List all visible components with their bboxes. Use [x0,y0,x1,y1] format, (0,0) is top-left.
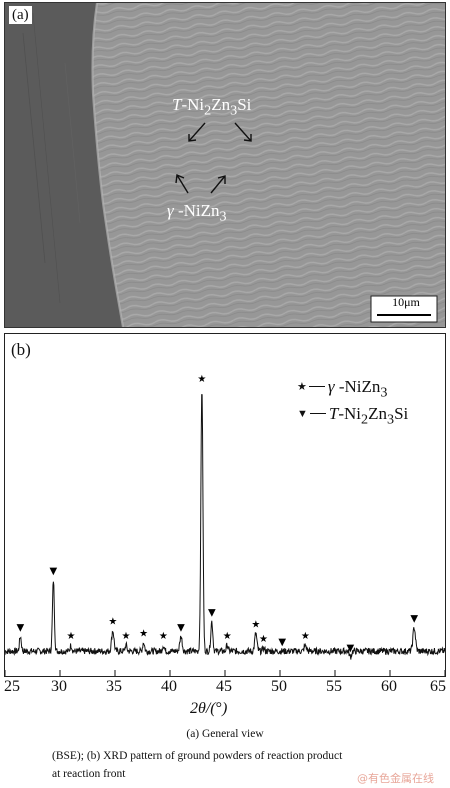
t-phase-peak-marker: ▼ [410,613,418,624]
panel-a-label: (a) [9,6,32,24]
t-phase-peak-marker: ▼ [50,566,58,577]
legend-label-gamma: γ -NiZn3 [327,377,388,401]
x-tick-label: 60 [381,678,397,695]
x-tick-label: 35 [106,678,122,695]
caption-general-view: (a) General view [186,728,264,740]
legend-item-t: ▼ T-Ni2Zn3Si [297,403,408,430]
x-tick-label: 40 [161,678,177,695]
xrd-chart: ★ ★ ★ ★ ★ ★ ★ ★ ★ ★ ▼ ▼ ▼ ▼ ▼ ▼ ▼ [4,374,446,676]
x-axis-label: 2θ/(°) [190,700,228,717]
gamma-phase-annotation: γ -NiZn3 [167,201,227,225]
dark-phase-region [5,3,123,327]
x-tick-label: 55 [326,678,342,695]
x-tick-label: 45 [216,678,232,695]
phase-boundary [91,3,125,327]
gamma-peak-marker: ★ [139,628,148,639]
legend-label-t: T-Ni2Zn3Si [328,404,409,428]
gamma-peak-marker: ★ [197,374,206,385]
x-tick-label: 50 [271,678,287,695]
xrd-chart-panel: ★ ★ ★ ★ ★ ★ ★ ★ ★ ★ ▼ ▼ ▼ ▼ ▼ ▼ ▼ (b) ★ γ -NiZn3 ▼ T-Ni2Zn… [4,333,446,677]
caption-line-2: at reaction front [52,768,126,780]
triangle-marker-icon: ▼ [297,408,308,421]
x-tick-label: 25 [4,678,20,695]
gamma-peak-marker: ★ [122,631,131,642]
gamma-peak-marker: ★ [159,631,168,642]
star-marker-icon: ★ [297,381,307,393]
caption-line-1: (BSE); (b) XRD pattern of ground powders… [52,750,343,762]
sem-image [5,3,445,327]
t-phase-annotation: T-Ni2Zn3Si [172,95,252,119]
t-phase-peak-marker: ▼ [177,622,185,633]
annotation-arrows [175,122,252,194]
scale-bar-label: 10μm [392,295,420,309]
legend-item-gamma: ★ γ -NiZn3 [297,376,408,403]
sem-micrograph: (a) T-Ni2Zn3Si γ -NiZn3 10μm [4,2,446,328]
t-phase-peak-marker: ▼ [17,622,25,633]
xrd-series-line [4,394,446,660]
gamma-peak-marker: ★ [259,634,268,645]
scale-bar-box [370,295,438,323]
legend: ★ γ -NiZn3 ▼ T-Ni2Zn3Si [297,376,408,431]
x-tick-label: 30 [51,678,67,695]
gamma-peak-marker: ★ [223,631,232,642]
gamma-peak-marker: ★ [251,619,260,630]
x-tick-label: 65 [430,678,446,695]
gamma-peak-marker: ★ [301,631,310,642]
t-phase-peak-marker: ▼ [347,643,355,654]
watermark: @有色金属在线 [357,772,434,785]
gamma-peak-marker: ★ [108,616,117,627]
t-phase-peak-marker: ▼ [278,637,286,648]
t-phase-peak-marker: ▼ [208,607,216,618]
gamma-peak-marker: ★ [67,631,76,642]
panel-b-label: (b) [11,340,31,359]
